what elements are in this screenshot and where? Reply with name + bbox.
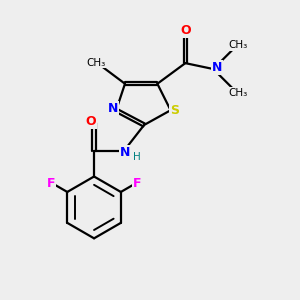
Text: F: F	[47, 177, 55, 190]
Text: CH₃: CH₃	[229, 40, 248, 50]
Text: O: O	[180, 24, 190, 37]
Text: O: O	[85, 115, 96, 128]
Text: CH₃: CH₃	[86, 58, 106, 68]
Text: CH₃: CH₃	[229, 88, 248, 98]
Text: N: N	[120, 146, 130, 159]
Text: H: H	[133, 152, 141, 162]
Text: N: N	[107, 102, 118, 115]
Text: F: F	[133, 177, 141, 190]
Text: N: N	[212, 61, 222, 74]
Text: S: S	[169, 104, 178, 117]
